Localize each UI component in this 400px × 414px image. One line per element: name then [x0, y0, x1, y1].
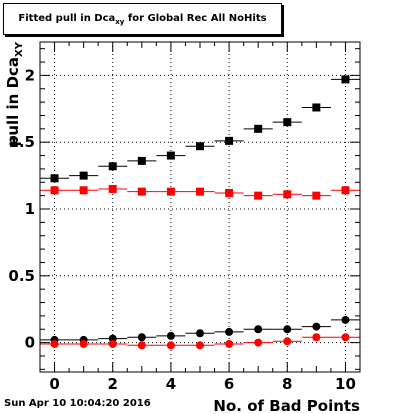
- tick-label-layer: 0 2 4 6 8 10 0 0.5 1 1.5 2: [8, 66, 355, 393]
- chart-title-main: Fitted pull in Dca: [18, 12, 116, 24]
- x-tick-label: 4: [166, 375, 176, 393]
- data-point-square: [196, 142, 204, 151]
- data-point-circle: [254, 325, 263, 334]
- data-point-circle: [79, 339, 88, 348]
- data-point-circle: [166, 341, 175, 350]
- data-point-square: [166, 187, 175, 196]
- timestamp: Sun Apr 10 10:04:20 2016: [4, 398, 151, 409]
- x-tick-label: 6: [224, 375, 234, 393]
- data-point-square: [312, 103, 321, 112]
- data-point-square: [283, 118, 292, 127]
- data-point-circle: [254, 338, 263, 347]
- data-point-square: [196, 187, 204, 196]
- data-point-circle: [283, 325, 292, 334]
- data-point-square: [108, 162, 117, 171]
- data-point-square: [137, 156, 146, 165]
- data-point-circle: [312, 333, 321, 342]
- data-point-circle: [283, 337, 292, 346]
- y-tick-label: 1.5: [8, 133, 35, 151]
- chart-title: Fitted pull in Dcaxy for Global Rec All …: [18, 13, 266, 26]
- y-tick-label: 1: [25, 200, 35, 218]
- data-point-circle: [196, 341, 204, 350]
- data-point-square: [50, 174, 59, 183]
- x-tick-label: 8: [282, 375, 292, 393]
- data-point-square: [108, 184, 117, 193]
- chart-title-rest: for Global Rec All NoHits: [124, 12, 267, 24]
- y-tick-label: 2: [25, 66, 35, 84]
- series-3: [40, 333, 360, 350]
- series-layer: [40, 75, 360, 350]
- plot-frame: [39, 41, 361, 373]
- data-point-circle: [108, 339, 117, 348]
- data-point-square: [137, 187, 146, 196]
- data-point-square: [312, 191, 321, 200]
- data-point-square: [225, 136, 234, 145]
- data-point-square: [79, 171, 88, 180]
- y-axis-title: pull in DcaXY: [4, 41, 25, 146]
- x-tick-label: 10: [335, 375, 356, 393]
- data-point-square: [225, 188, 234, 197]
- series-2: [40, 315, 360, 344]
- data-point-circle: [341, 315, 350, 324]
- y-axis-title-main: pull in Dca: [4, 57, 22, 146]
- x-axis-title: No. of Bad Points: [213, 397, 360, 414]
- series-0: [40, 75, 360, 183]
- x-tick-label: 0: [49, 375, 59, 393]
- data-point-square: [79, 186, 88, 195]
- data-point-circle: [166, 331, 175, 340]
- grid-layer: [40, 42, 360, 372]
- data-point-circle: [341, 333, 350, 342]
- data-point-square: [166, 151, 175, 160]
- data-point-square: [254, 191, 263, 200]
- data-point-square: [50, 186, 59, 195]
- y-tick-label: 0.5: [8, 267, 35, 285]
- x-tick-label: 2: [108, 375, 118, 393]
- chart-title-subscript: xy: [115, 17, 125, 26]
- data-point-square: [254, 124, 263, 133]
- tick-layer: [40, 42, 360, 372]
- data-point-circle: [196, 329, 204, 338]
- chart-title-box: Fitted pull in Dcaxy for Global Rec All …: [3, 3, 282, 35]
- data-point-circle: [225, 327, 234, 336]
- data-point-square: [341, 75, 350, 84]
- data-point-circle: [312, 322, 321, 331]
- y-axis-title-subscript: XY: [14, 41, 25, 57]
- data-point-circle: [225, 339, 234, 348]
- data-point-circle: [137, 341, 146, 350]
- data-point-circle: [137, 333, 146, 342]
- data-point-square: [283, 190, 292, 199]
- y-tick-label: 0: [25, 334, 35, 352]
- data-point-circle: [50, 339, 59, 348]
- series-1: [40, 184, 360, 200]
- data-point-square: [341, 186, 350, 195]
